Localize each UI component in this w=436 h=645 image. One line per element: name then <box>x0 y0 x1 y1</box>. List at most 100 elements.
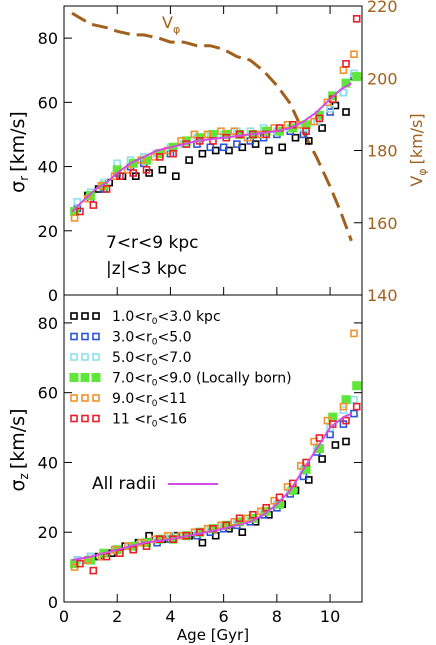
top-point-series-5 <box>190 130 199 139</box>
legend-label-sub: 0 <box>152 379 158 389</box>
right-y-tick-label: 160 <box>367 214 398 233</box>
legend-label: 9.0<r0<11 <box>112 391 187 409</box>
bottom-point-series-1 <box>318 455 326 463</box>
right-y-tick-label: 220 <box>367 0 398 16</box>
vphi-line <box>71 11 353 242</box>
bottom-point-series-6 <box>76 559 84 568</box>
top-ylabel-unit: [km/s] <box>7 111 29 172</box>
top-point-series-3 <box>339 88 348 97</box>
bottom-point-series-6 <box>102 552 111 561</box>
vphi-curve-label: Vφ <box>162 13 180 36</box>
top-ylabel-main: σ <box>7 181 29 193</box>
top-point-series-5 <box>339 66 348 74</box>
all-radii-label: All radii <box>92 474 156 494</box>
bottom-point-series-6 <box>249 510 257 519</box>
bottom-point-series-6 <box>342 416 350 425</box>
legend-marker <box>70 353 78 361</box>
legend-label-suffix: <9.0 (Locally born) <box>158 371 292 387</box>
bottom-point-series-4 <box>208 524 218 534</box>
right-ylabel-unit: [km/s] <box>407 113 426 164</box>
legend-marker <box>81 414 89 423</box>
bottom-y-tick-label: 40 <box>38 453 58 472</box>
top-point-series-6 <box>116 172 124 180</box>
legend-label: 7.0<r0<9.0 (Locally born) <box>112 371 292 389</box>
legend-marker <box>92 312 100 320</box>
legend-marker <box>92 332 100 341</box>
bottom-y-ticks: 0 20 40 60 80 <box>38 314 362 612</box>
top-point-series-6 <box>89 201 98 209</box>
legend-label-sub: 0 <box>152 420 158 430</box>
bottom-ylabel-main: σ <box>7 479 29 491</box>
bottom-point-series-1 <box>198 538 207 547</box>
bottom-y-tick-label: 0 <box>48 593 58 612</box>
top-point-series-5 <box>203 130 212 139</box>
bottom-point-series-2 <box>326 430 334 439</box>
top-point-series-6 <box>209 137 217 145</box>
top-y-tick-label: 0 <box>48 286 58 305</box>
legend: 1.0<r0<3.0 kpc3.0<r0<5.05.0<r0<7.07.0<r0… <box>69 309 292 430</box>
legend-marker <box>80 373 90 382</box>
legend-entry: 5.0<r0<7.0 <box>70 350 192 368</box>
top-panel-sigma-r: 0 20 40 60 80 140 160 180 200 220 7<r<9 kpc |z|<… <box>7 0 429 305</box>
top-y-tick-label: 60 <box>38 93 58 112</box>
top-point-series-2 <box>339 88 348 97</box>
top-point-series-2 <box>233 140 241 148</box>
bottom-x-tick-label: 2 <box>112 607 122 626</box>
right-y-tick-label: 180 <box>367 142 398 161</box>
top-point-series-1 <box>342 108 350 116</box>
legend-marker <box>70 312 78 320</box>
top-point-series-6 <box>169 149 177 158</box>
bottom-point-series-6 <box>116 549 124 558</box>
top-point-series-5 <box>70 214 79 222</box>
bottom-point-series-1 <box>342 437 350 446</box>
bottom-x-tick-label: 6 <box>219 607 229 626</box>
top-point-series-1 <box>278 143 287 152</box>
legend-label-prefix: 11 <r <box>112 412 152 428</box>
vphi-curve <box>71 11 353 242</box>
top-all-radii-line <box>71 82 352 213</box>
legend-entry: 3.0<r0<5.0 <box>70 330 192 348</box>
legend-label-sub: 0 <box>152 338 158 348</box>
top-point-series-1 <box>291 133 300 142</box>
legend-label-prefix: 9.0<r <box>112 391 152 407</box>
bottom-data-points <box>70 329 362 575</box>
bottom-y-tick-label: 20 <box>38 523 58 542</box>
top-all-radii-curve <box>71 82 352 213</box>
top-point-series-2 <box>219 143 228 152</box>
legend-marker <box>70 394 78 402</box>
right-y-tick-label: 200 <box>367 69 398 88</box>
legend-entry: 11 <r0<16 <box>70 412 188 430</box>
top-point-series-6 <box>352 15 361 23</box>
bottom-point-series-2 <box>350 409 358 418</box>
top-y-axis-label: σr [km/s] <box>7 111 31 193</box>
top-point-series-6 <box>129 169 137 177</box>
legend-label-suffix: <16 <box>158 412 188 428</box>
legend-marker <box>70 414 78 423</box>
x-axis-label: Age [Gyr] <box>177 626 249 644</box>
bottom-y-tick-label: 60 <box>38 384 58 403</box>
legend-label-sub: 0 <box>152 399 158 409</box>
legend-marker <box>81 394 89 402</box>
bottom-point-series-6 <box>129 545 137 554</box>
legend-label-sub: 0 <box>152 358 158 368</box>
top-x-ticks <box>63 6 331 295</box>
bottom-point-series-3 <box>350 395 358 404</box>
bottom-x-ticks: 0 2 4 6 8 10 <box>59 594 340 626</box>
legend-marker <box>70 332 78 341</box>
legend-marker <box>81 312 89 320</box>
top-point-series-1 <box>198 149 207 158</box>
top-point-series-6 <box>302 127 310 135</box>
top-y-tick-label: 80 <box>38 29 58 48</box>
top-point-series-6 <box>102 185 111 193</box>
bottom-point-series-1 <box>238 528 247 537</box>
top-annotation-radius: 7<r<9 kpc <box>106 233 199 253</box>
vphi-label-sub: φ <box>173 23 180 36</box>
right-y-axis-label: Vφ [km/s] <box>407 113 429 186</box>
bottom-point-series-6 <box>262 503 271 512</box>
legend-label: 3.0<r0<5.0 <box>112 330 192 348</box>
top-y-tick-label: 20 <box>38 222 58 241</box>
legend-label-suffix: <11 <box>158 391 188 407</box>
bottom-point-series-4 <box>221 520 231 530</box>
